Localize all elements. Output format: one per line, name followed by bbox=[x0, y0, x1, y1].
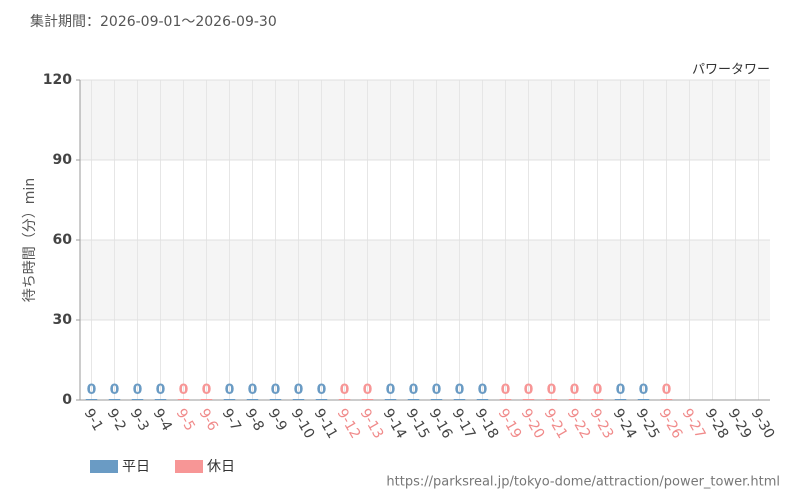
y-axis-label: 待ち時間（分）min bbox=[22, 178, 38, 302]
x-tick-label: 9-15 bbox=[403, 406, 433, 442]
data-label: 0 bbox=[524, 382, 534, 398]
bar bbox=[177, 399, 190, 400]
data-label: 0 bbox=[179, 382, 189, 398]
bar bbox=[430, 399, 443, 400]
bar bbox=[591, 399, 604, 400]
x-tick-label: 9-16 bbox=[426, 406, 456, 442]
legend-label: 休日 bbox=[207, 459, 235, 475]
bar bbox=[269, 399, 282, 400]
bar bbox=[384, 399, 397, 400]
x-tick-label: 9-3 bbox=[127, 406, 152, 434]
grid-band bbox=[80, 240, 770, 320]
data-label: 0 bbox=[639, 382, 649, 398]
data-label: 0 bbox=[294, 382, 304, 398]
legend-label: 平日 bbox=[122, 459, 150, 475]
bar bbox=[476, 399, 489, 400]
y-tick-label: 120 bbox=[43, 72, 72, 88]
bar bbox=[499, 399, 512, 400]
data-label: 0 bbox=[87, 382, 97, 398]
bar bbox=[315, 399, 328, 400]
legend-swatch bbox=[90, 460, 118, 473]
data-label: 0 bbox=[317, 382, 327, 398]
data-label: 0 bbox=[616, 382, 626, 398]
grid-band bbox=[80, 80, 770, 160]
bar bbox=[407, 399, 420, 400]
x-tick-label: 9-29 bbox=[725, 406, 755, 442]
x-tick-label: 9-23 bbox=[587, 406, 617, 442]
x-tick-label: 9-12 bbox=[334, 406, 364, 442]
data-label: 0 bbox=[202, 382, 212, 398]
x-tick-label: 9-2 bbox=[104, 406, 129, 434]
data-label: 0 bbox=[570, 382, 580, 398]
bar bbox=[154, 399, 167, 400]
bar bbox=[568, 399, 581, 400]
bar bbox=[246, 399, 259, 400]
data-label: 0 bbox=[432, 382, 442, 398]
bar bbox=[453, 399, 466, 400]
data-label: 0 bbox=[225, 382, 235, 398]
data-label: 0 bbox=[271, 382, 281, 398]
bar bbox=[200, 399, 213, 400]
bar bbox=[292, 399, 305, 400]
x-tick-label: 9-5 bbox=[173, 406, 198, 434]
x-tick-label: 9-28 bbox=[702, 406, 732, 442]
data-label: 0 bbox=[593, 382, 603, 398]
series-title: パワータワー bbox=[692, 63, 770, 78]
data-label: 0 bbox=[340, 382, 350, 398]
x-tick-label: 9-24 bbox=[610, 406, 640, 442]
bar bbox=[361, 399, 374, 400]
bar bbox=[338, 399, 351, 400]
data-label: 0 bbox=[156, 382, 166, 398]
data-label: 0 bbox=[501, 382, 511, 398]
x-tick-label: 9-25 bbox=[633, 406, 663, 442]
bar bbox=[614, 399, 627, 400]
data-label: 0 bbox=[386, 382, 396, 398]
y-tick-label: 90 bbox=[53, 152, 73, 168]
x-tick-label: 9-20 bbox=[518, 406, 548, 442]
x-tick-label: 9-10 bbox=[288, 406, 318, 442]
bar bbox=[522, 399, 535, 400]
data-label: 0 bbox=[363, 382, 373, 398]
data-label: 0 bbox=[110, 382, 120, 398]
legend-swatch bbox=[175, 460, 203, 473]
data-label: 0 bbox=[248, 382, 258, 398]
x-tick-label: 9-17 bbox=[449, 406, 479, 442]
x-tick-label: 9-9 bbox=[265, 406, 290, 434]
bar bbox=[131, 399, 144, 400]
data-label: 0 bbox=[547, 382, 557, 398]
bar bbox=[223, 399, 236, 400]
x-tick-label: 9-6 bbox=[196, 406, 221, 434]
x-tick-label: 9-27 bbox=[679, 406, 709, 442]
x-tick-label: 9-11 bbox=[311, 406, 341, 442]
bar bbox=[545, 399, 558, 400]
data-label: 0 bbox=[133, 382, 143, 398]
chart-title: 集計期間：2026-09-01～2026-09-30 bbox=[30, 13, 277, 30]
x-tick-label: 9-8 bbox=[242, 406, 267, 434]
data-label: 0 bbox=[409, 382, 419, 398]
data-label: 0 bbox=[455, 382, 465, 398]
y-tick-label: 60 bbox=[53, 232, 73, 248]
bar bbox=[108, 399, 121, 400]
x-tick-label: 9-30 bbox=[748, 406, 778, 442]
data-label: 0 bbox=[478, 382, 488, 398]
data-label: 0 bbox=[662, 382, 672, 398]
x-tick-label: 9-14 bbox=[380, 406, 410, 442]
y-tick-label: 0 bbox=[62, 392, 72, 408]
x-tick-label: 9-13 bbox=[357, 406, 387, 442]
x-tick-label: 9-7 bbox=[219, 406, 244, 434]
x-tick-label: 9-4 bbox=[150, 406, 175, 434]
y-tick-label: 30 bbox=[53, 312, 73, 328]
x-tick-label: 9-1 bbox=[81, 406, 106, 434]
x-tick-label: 9-18 bbox=[472, 406, 502, 442]
bar bbox=[637, 399, 650, 400]
bar bbox=[660, 399, 673, 400]
source: https://parksreal.jp/tokyo-dome/attracti… bbox=[386, 475, 780, 490]
x-tick-label: 9-22 bbox=[564, 406, 594, 442]
bar bbox=[85, 399, 98, 400]
x-tick-label: 9-21 bbox=[541, 406, 571, 442]
x-tick-label: 9-26 bbox=[656, 406, 686, 442]
x-tick-label: 9-19 bbox=[495, 406, 525, 442]
